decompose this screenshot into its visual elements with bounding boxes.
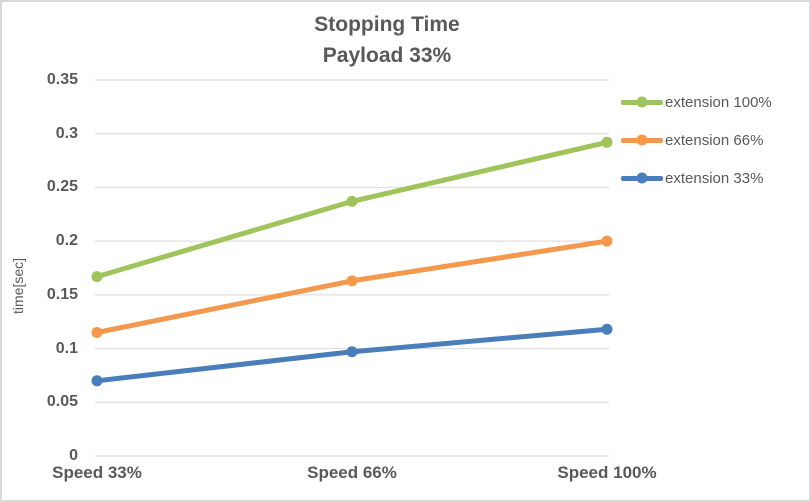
data-point-extension-100- — [346, 195, 358, 207]
legend-line-marker-icon — [621, 96, 663, 108]
chart-title: Stopping Time Payload 33% — [2, 9, 772, 71]
legend-line-marker-icon — [621, 172, 663, 184]
data-point-extension-33- — [601, 323, 613, 335]
data-point-extension-66- — [601, 235, 613, 247]
data-point-extension-33- — [91, 375, 103, 387]
data-point-extension-66- — [91, 326, 103, 338]
legend: extension 100% extension 66% extension 33% — [621, 83, 772, 197]
series-line-extension-100- — [94, 139, 610, 280]
data-point-extension-100- — [601, 136, 613, 148]
y-tick-label: 0.05 — [46, 393, 78, 411]
chart-title-line1: Stopping Time — [314, 13, 460, 36]
x-tick-label: Speed 33% — [52, 463, 142, 482]
data-point-extension-66- — [346, 275, 358, 287]
legend-line-marker-icon — [621, 134, 663, 146]
data-point-extension-33- — [346, 346, 358, 358]
y-tick-label: 0 — [69, 447, 78, 464]
legend-item: extension 66% — [621, 121, 772, 159]
y-tick-label: 0.15 — [46, 285, 78, 303]
y-tick-label: 0.1 — [55, 339, 78, 357]
chart-title-line2: Payload 33% — [322, 44, 452, 67]
legend-item: extension 100% — [621, 83, 772, 121]
data-point-extension-100- — [91, 271, 103, 283]
y-tick-label: 0.2 — [55, 232, 78, 250]
legend-label: extension 33% — [665, 169, 764, 187]
y-tick-label: 0.25 — [46, 178, 78, 196]
legend-label: extension 66% — [665, 131, 764, 149]
legend-item: extension 33% — [621, 159, 772, 197]
x-tick-label: Speed 100% — [557, 463, 657, 482]
x-tick-label: Speed 66% — [307, 463, 397, 482]
y-tick-label: 0.3 — [55, 124, 78, 142]
y-tick-label: 0.35 — [46, 71, 78, 88]
legend-label: extension 100% — [665, 93, 772, 111]
